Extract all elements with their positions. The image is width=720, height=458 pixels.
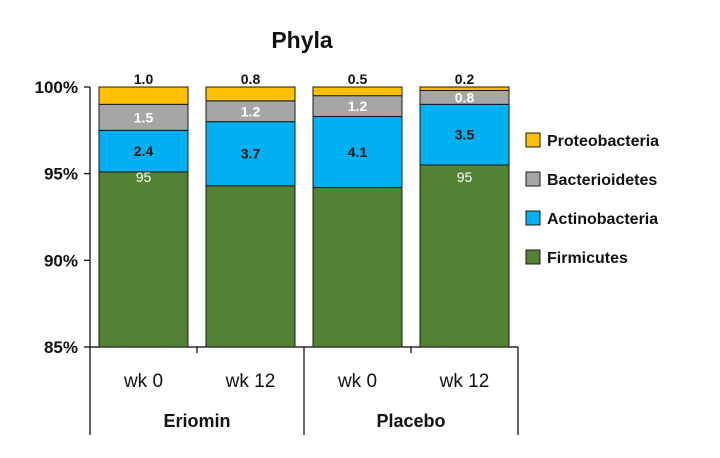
legend-label: Actinobacteria bbox=[547, 211, 658, 228]
bar-segment-actinobacteria bbox=[98, 129, 189, 173]
data-label: 1.2 bbox=[241, 103, 261, 119]
y-tick-label: 85% bbox=[44, 338, 78, 357]
bar-segment-firmicutes bbox=[205, 185, 296, 348]
legend-swatch bbox=[525, 171, 541, 187]
legend-label: Firmicutes bbox=[547, 250, 628, 267]
legend-swatch bbox=[525, 210, 541, 226]
bar-segment-firmicutes bbox=[312, 187, 403, 348]
data-label: 4.1 bbox=[348, 144, 368, 160]
bar-segment-bacterioidetes bbox=[98, 103, 189, 131]
data-label: 95 bbox=[136, 169, 152, 185]
y-tick-label: 100% bbox=[35, 78, 78, 97]
legend: Proteobacteria Bacterioidetes Actinobacter… bbox=[525, 132, 659, 267]
bar-segment-actinobacteria bbox=[312, 115, 403, 189]
x-tick-label: wk 0 bbox=[337, 371, 377, 392]
data-label: 0.2 bbox=[455, 71, 475, 87]
data-label: 1.5 bbox=[134, 109, 154, 125]
bar-segment-firmicutes bbox=[98, 171, 189, 348]
legend-swatch bbox=[525, 132, 541, 148]
data-label: 3.5 bbox=[455, 127, 475, 143]
data-label: 95 bbox=[457, 169, 473, 185]
y-tick-label: 90% bbox=[44, 251, 78, 270]
chart-title: Phyla bbox=[271, 27, 333, 53]
data-label: 1.0 bbox=[134, 71, 154, 87]
x-tick-label: wk 0 bbox=[123, 371, 163, 392]
data-label: 0.8 bbox=[241, 71, 261, 87]
data-label: 3.7 bbox=[241, 146, 261, 162]
group-label: Eriomin bbox=[163, 411, 230, 431]
bar-segment-actinobacteria bbox=[205, 121, 296, 187]
bar-segment-proteobacteria bbox=[312, 86, 403, 97]
group-label: Placebo bbox=[376, 411, 445, 431]
bar-segment-proteobacteria bbox=[205, 86, 296, 102]
data-label: 0.8 bbox=[455, 89, 475, 105]
legend-label: Bacterioidetes bbox=[547, 172, 657, 189]
bar-segment-proteobacteria bbox=[98, 86, 189, 105]
data-label: 2.4 bbox=[134, 143, 154, 159]
plot-area: 85% 90% 95% 100% wk 0 wk 12 wk 0 wk 12 Eriomin Pl… bbox=[35, 71, 519, 435]
x-tick-label: wk 12 bbox=[225, 371, 276, 392]
bar-segment-actinobacteria bbox=[419, 103, 510, 166]
bar-segment-firmicutes bbox=[419, 164, 510, 348]
y-tick-label: 95% bbox=[44, 165, 78, 184]
x-tick-label: wk 12 bbox=[439, 371, 490, 392]
data-label: 1.2 bbox=[348, 98, 368, 114]
legend-label: Proteobacteria bbox=[547, 133, 659, 150]
bar-segment-proteobacteria bbox=[419, 86, 510, 91]
legend-swatch bbox=[525, 249, 541, 265]
data-label: 0.5 bbox=[348, 71, 368, 87]
